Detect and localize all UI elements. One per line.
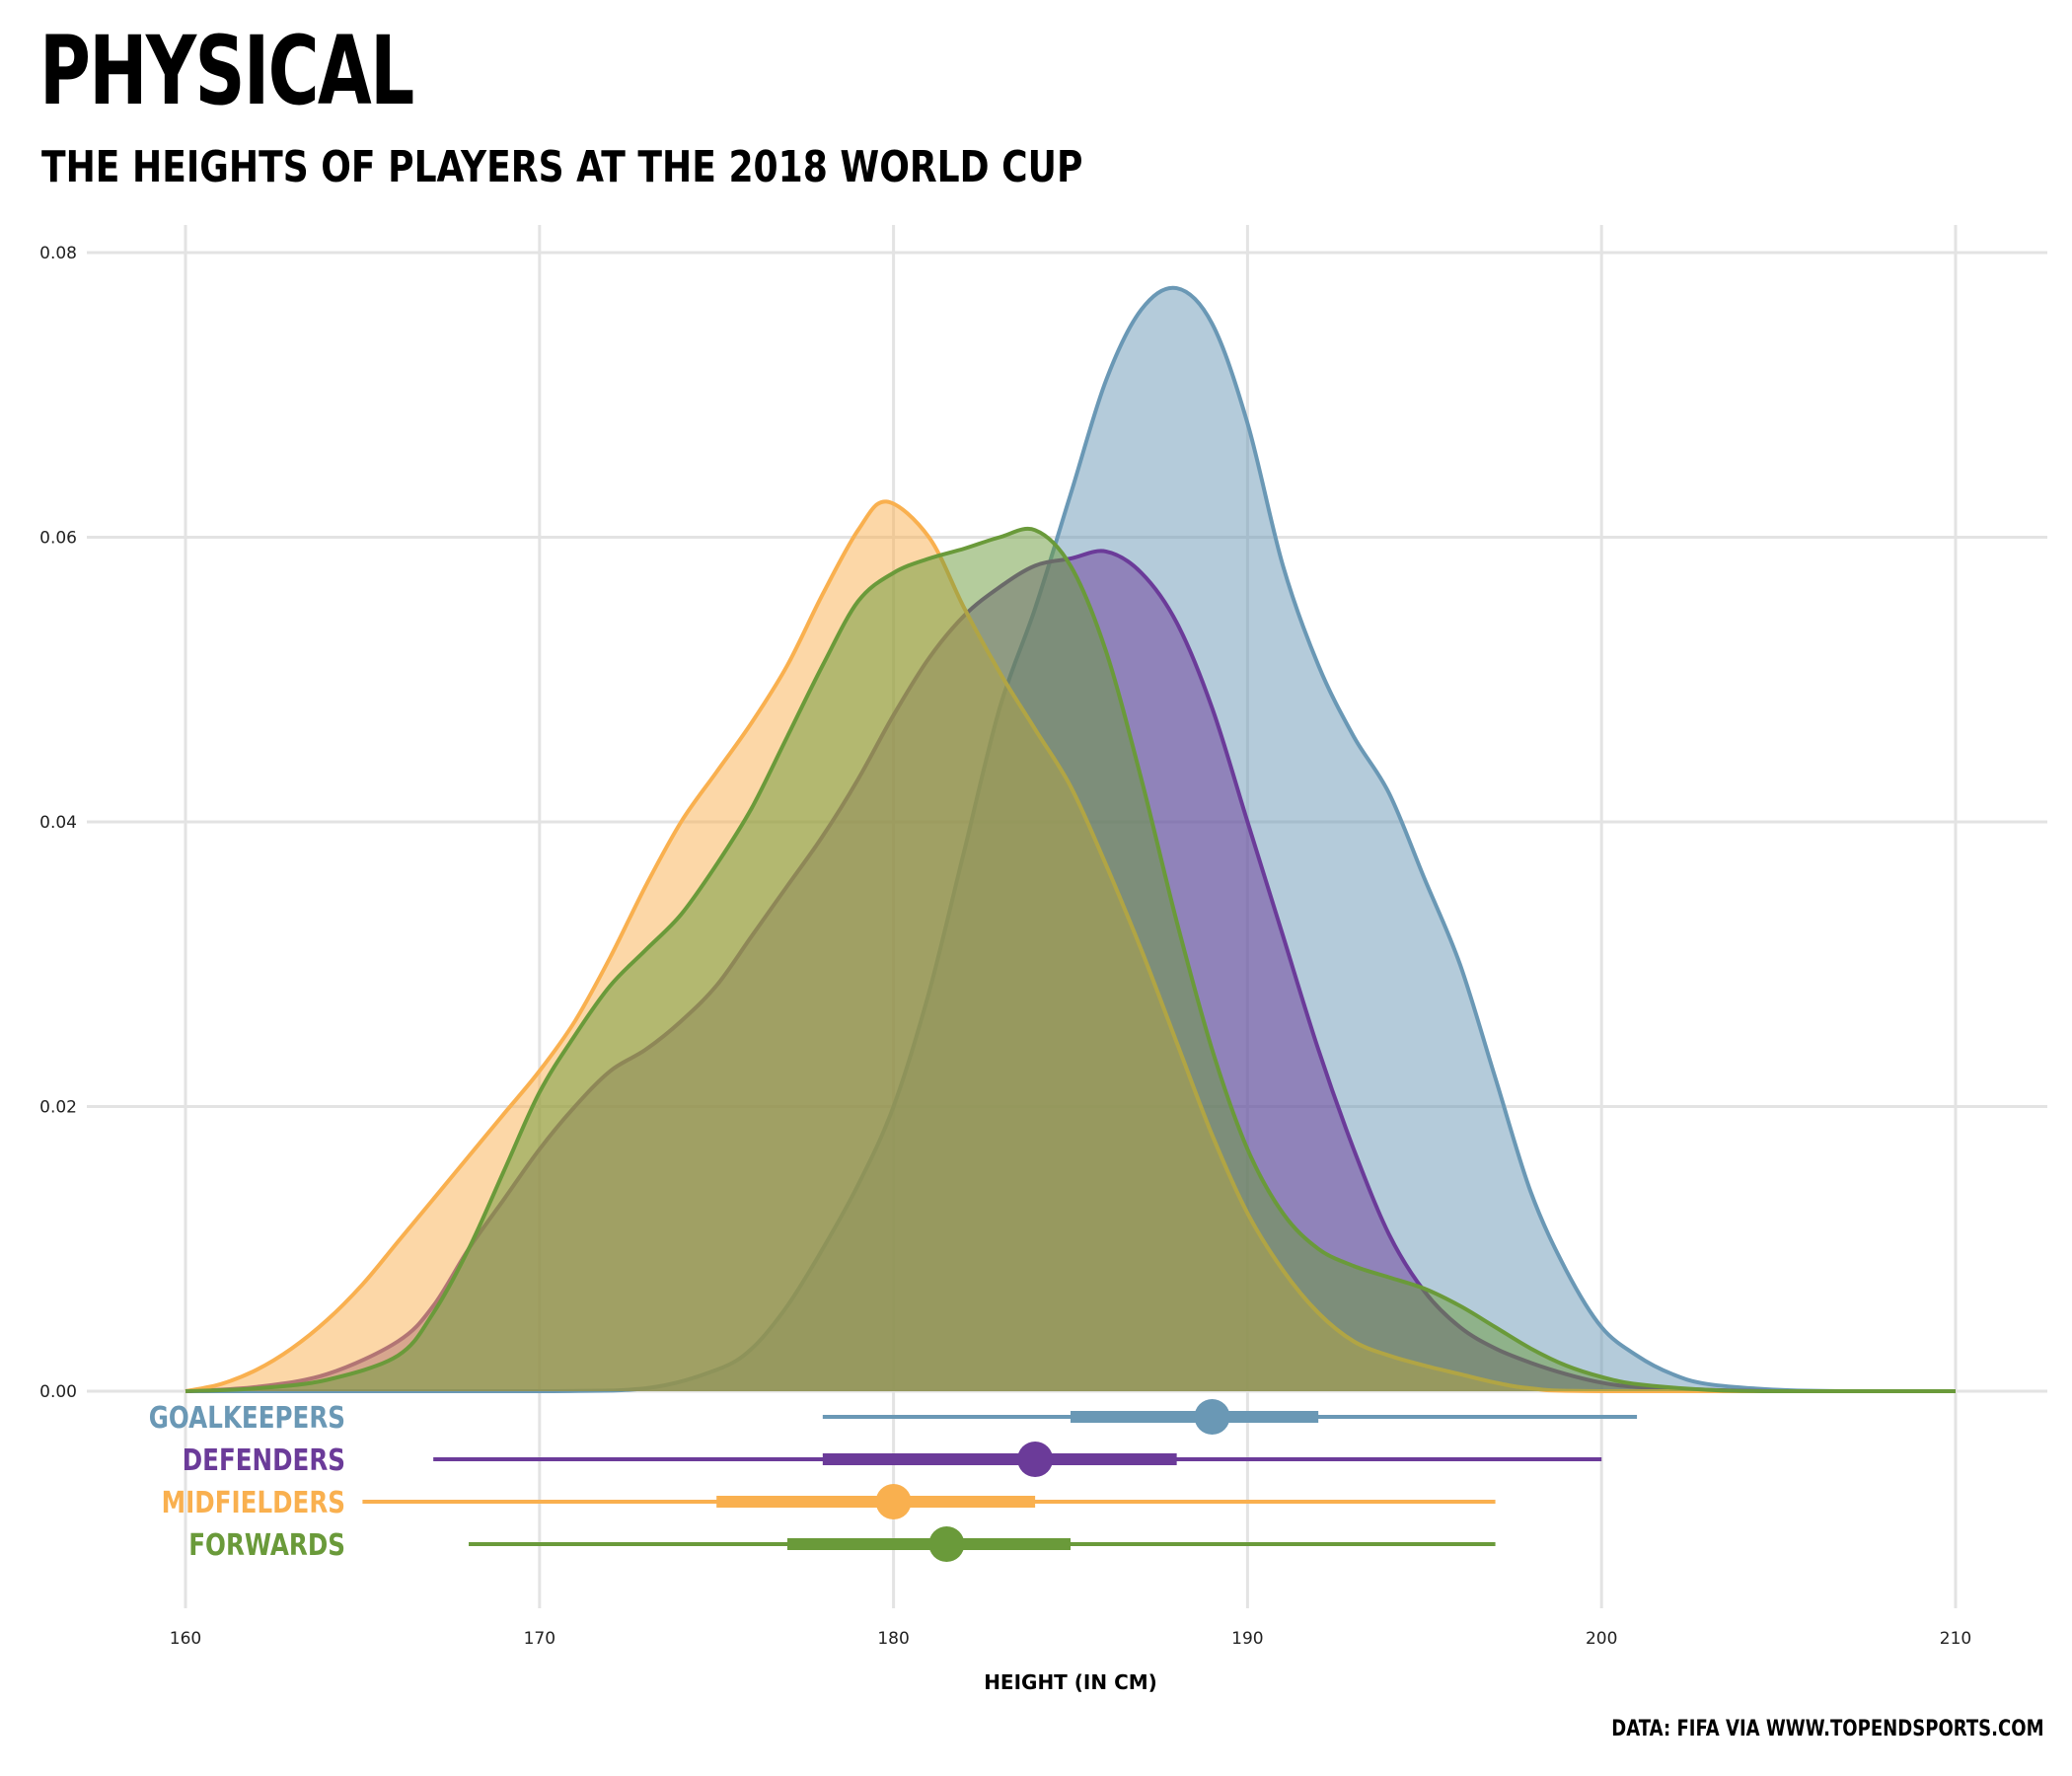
midfielders-label: MIDFIELDERS — [162, 1487, 345, 1520]
x-tick-label: 160 — [170, 1629, 201, 1649]
chart-title: PHYSICAL — [39, 16, 414, 126]
midfielders-median-point — [875, 1484, 912, 1519]
x-tick-label: 180 — [877, 1629, 909, 1649]
forwards-density-line — [185, 526, 1956, 1394]
x-tick-label: 190 — [1231, 1629, 1263, 1649]
y-tick-label: 0.00 — [39, 1382, 77, 1402]
defenders-label: DEFENDERS — [183, 1444, 345, 1478]
goalkeepers-label: GOALKEEPERS — [149, 1402, 345, 1436]
group-legend: GOALKEEPERS DEFENDERS MIDFIELDERS FORWARDS — [149, 1399, 1638, 1563]
x-tick-label: 170 — [524, 1629, 555, 1649]
forwards-median-point — [928, 1526, 965, 1562]
x-tick-label: 200 — [1586, 1629, 1617, 1649]
y-tick-label: 0.08 — [39, 244, 77, 263]
forwards-label: FORWARDS — [188, 1529, 345, 1563]
y-tick-label: 0.04 — [39, 813, 77, 833]
y-tick-label: 0.06 — [39, 529, 77, 549]
chart-subtitle: THE HEIGHTS OF PLAYERS AT THE 2018 WORLD… — [41, 142, 1083, 192]
y-tick-label: 0.02 — [39, 1098, 77, 1118]
data-source-caption: DATA: FIFA VIA WWW.TOPENDSPORTS.COM — [1611, 1717, 2044, 1741]
forwards-density-area — [185, 528, 1956, 1391]
density-areas — [185, 285, 1956, 1394]
x-axis-label: HEIGHT (IN CM) — [984, 1670, 1157, 1694]
defenders-median-point — [1017, 1442, 1054, 1477]
goalkeepers-median-point — [1194, 1399, 1230, 1435]
x-tick-label: 210 — [1940, 1629, 1971, 1649]
axes: 0.00 0.02 0.04 0.06 0.08 160 170 180 190 200 210 HE… — [39, 244, 1971, 1694]
